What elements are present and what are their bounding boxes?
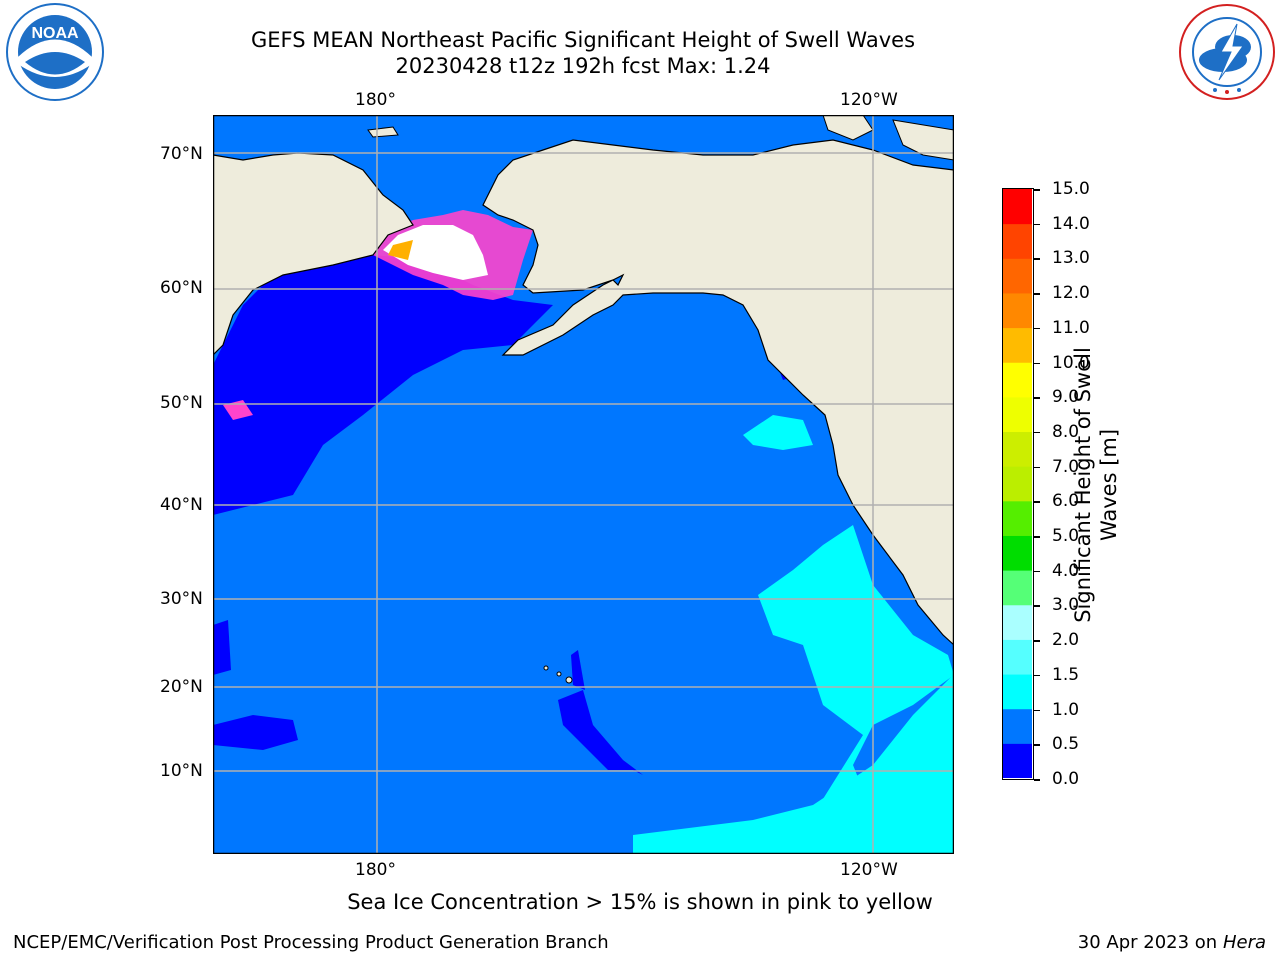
footer-left: NCEP/EMC/Verification Post Processing Pr… bbox=[13, 932, 609, 953]
colorbar-tick-label: 2.0 bbox=[1052, 630, 1080, 651]
colorbar-tick-label: 1.0 bbox=[1052, 699, 1080, 720]
colorbar-tick-mark bbox=[1034, 605, 1040, 607]
lon-label-top-120w: 120°W bbox=[840, 90, 898, 110]
colorbar-label-line2: Waves [m] bbox=[1097, 428, 1121, 542]
colorbar-swatch bbox=[1003, 500, 1032, 536]
swell-blue-west bbox=[213, 715, 298, 750]
colorbar-tick-mark bbox=[1034, 501, 1040, 503]
colorbar-tick-mark bbox=[1034, 397, 1040, 399]
lat-label-10n: 10°N bbox=[160, 761, 203, 781]
colorbar-tick-label: 5.0 bbox=[1052, 526, 1080, 547]
lat-label-40n: 40°N bbox=[160, 495, 203, 515]
colorbar-tick-mark bbox=[1034, 223, 1040, 226]
colorbar-tick-mark bbox=[1034, 744, 1040, 746]
land-hawaii-2 bbox=[556, 671, 562, 677]
lon-label-top-180: 180° bbox=[355, 90, 396, 110]
colorbar-tick-label: 12.0 bbox=[1052, 283, 1090, 304]
colorbar-tick-label: 13.0 bbox=[1052, 248, 1090, 269]
swell-blue-north bbox=[213, 255, 553, 515]
swell-blue-edge bbox=[213, 620, 231, 675]
colorbar-swatch bbox=[1003, 466, 1032, 502]
lat-label-50n: 50°N bbox=[160, 393, 203, 413]
sea-ice-white bbox=[383, 225, 488, 280]
map-title: GEFS MEAN Northeast Pacific Significant … bbox=[250, 28, 916, 52]
land-hawaii-3 bbox=[565, 676, 573, 684]
map-panel bbox=[213, 115, 954, 854]
colorbar-tick-label: 15.0 bbox=[1052, 179, 1090, 199]
colorbar bbox=[1002, 188, 1034, 780]
colorbar-tick-mark bbox=[1034, 293, 1040, 295]
colorbar-tick-label: 14.0 bbox=[1052, 213, 1090, 234]
colorbar-swatch bbox=[1003, 292, 1032, 329]
map-frame bbox=[213, 115, 954, 854]
colorbar-tick-mark bbox=[1034, 640, 1040, 642]
colorbar-swatch bbox=[1003, 189, 1032, 225]
colorbar-tick-mark bbox=[1034, 189, 1040, 191]
colorbar-swatch bbox=[1003, 604, 1032, 640]
land-north-america bbox=[482, 139, 954, 646]
colorbar-swatch bbox=[1003, 362, 1032, 398]
colorbar-tick-label: 4.0 bbox=[1052, 560, 1080, 581]
lat-label-70n: 70°N bbox=[160, 144, 203, 164]
colorbar-swatch bbox=[1003, 743, 1032, 778]
nws-logo bbox=[1177, 2, 1277, 102]
colorbar-tick-mark bbox=[1034, 466, 1040, 469]
gridlines bbox=[213, 115, 954, 854]
colorbar-tick-label: 1.5 bbox=[1052, 664, 1080, 685]
colorbar-tick-mark bbox=[1034, 570, 1040, 573]
colorbar-swatch bbox=[1003, 431, 1032, 467]
colorbar-tick-label: 10.0 bbox=[1052, 352, 1090, 373]
footer-machine: Hera bbox=[1222, 932, 1266, 953]
swell-blue-hawaii-north bbox=[571, 650, 585, 690]
colorbar-swatch bbox=[1003, 327, 1032, 363]
footer-right: 30 Apr 2023 on Hera bbox=[1078, 932, 1266, 953]
sea-ice-yellow bbox=[388, 240, 413, 260]
colorbar-tick-label: 7.0 bbox=[1052, 456, 1080, 477]
colorbar-swatch bbox=[1003, 396, 1032, 433]
colorbar-swatch bbox=[1003, 223, 1032, 259]
land-arctic-island-2 bbox=[892, 119, 954, 161]
colorbar-tick-label: 6.0 bbox=[1052, 491, 1080, 512]
swell-cyan-east bbox=[758, 525, 954, 815]
colorbar-tick-mark bbox=[1034, 709, 1040, 712]
colorbar-tick-label: 8.0 bbox=[1052, 421, 1080, 442]
colorbar-swatch bbox=[1003, 708, 1032, 744]
colorbar-swatch bbox=[1003, 674, 1032, 710]
map-subtitle: 20230428 t12z 192h fcst Max: 1.24 bbox=[395, 54, 771, 78]
colorbar-swatch bbox=[1003, 570, 1032, 606]
swell-blue-hawaii bbox=[558, 690, 643, 775]
lon-label-bottom-120w: 120°W bbox=[840, 860, 898, 880]
sea-ice-west bbox=[223, 400, 253, 420]
colorbar-tick-mark bbox=[1034, 431, 1040, 434]
lat-label-20n: 20°N bbox=[160, 677, 203, 697]
colorbar-tick-mark bbox=[1034, 258, 1040, 260]
colorbar-tick-mark bbox=[1034, 779, 1040, 781]
colorbar-tick-mark bbox=[1034, 362, 1040, 365]
colorbar-tick-label: 3.0 bbox=[1052, 595, 1080, 616]
colorbar-label-line1: Significant Height of Swell bbox=[1071, 347, 1095, 623]
lat-label-30n: 30°N bbox=[160, 589, 203, 609]
colorbar-tick-label: 11.0 bbox=[1052, 317, 1090, 338]
land-arctic-island bbox=[822, 115, 874, 141]
colorbar-tick-label: 9.0 bbox=[1052, 387, 1080, 408]
colorbar-tick-mark bbox=[1034, 536, 1040, 538]
colorbar-tick-label: 0.5 bbox=[1052, 734, 1080, 755]
footer-date: 30 Apr 2023 on bbox=[1077, 932, 1223, 953]
noaa-logo-text: NOAA bbox=[31, 25, 79, 42]
colorbar-swatch bbox=[1003, 535, 1032, 571]
colorbar-tick-mark bbox=[1034, 327, 1040, 330]
land-wrangel bbox=[367, 126, 399, 138]
swell-cyan-patch bbox=[743, 415, 813, 450]
lon-label-bottom-180: 180° bbox=[355, 860, 396, 880]
colorbar-tick-label: 0.0 bbox=[1052, 769, 1080, 789]
lat-label-60n: 60°N bbox=[160, 278, 203, 298]
colorbar-tick-mark bbox=[1034, 674, 1040, 677]
noaa-logo: NOAA bbox=[5, 2, 105, 102]
colorbar-swatch bbox=[1003, 639, 1032, 675]
colorbar-swatch bbox=[1003, 258, 1032, 294]
land-hawaii-1 bbox=[543, 665, 549, 671]
sea-ice-note: Sea Ice Concentration > 15% is shown in … bbox=[347, 890, 933, 914]
